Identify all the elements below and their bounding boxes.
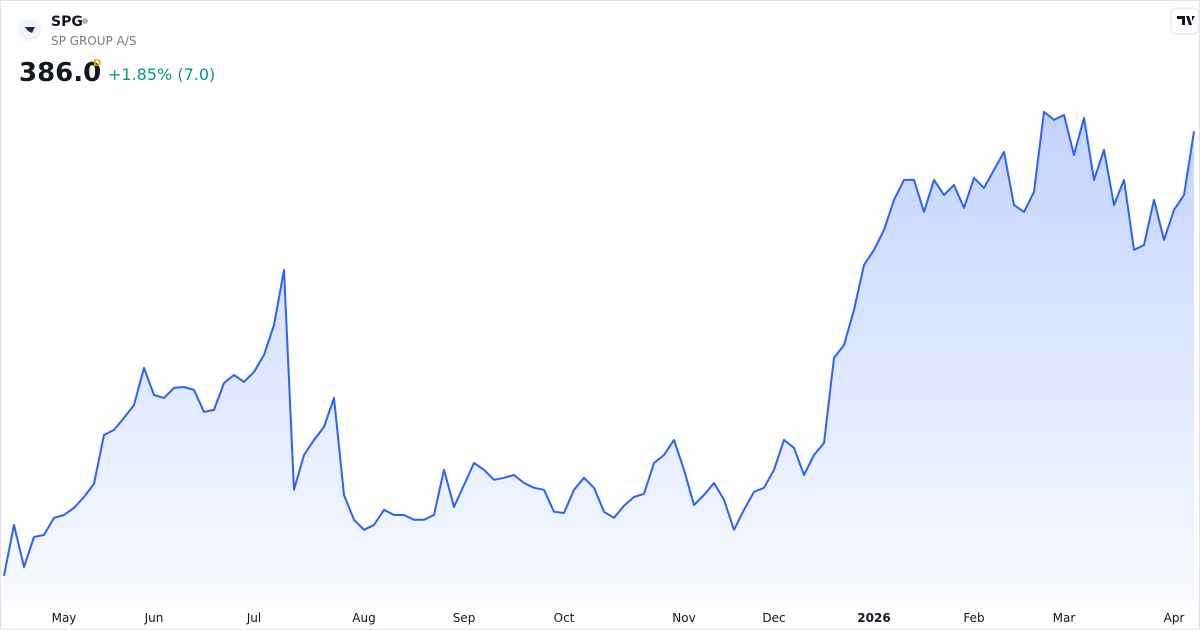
company-name: SP GROUP A/S	[51, 34, 136, 48]
x-tick-label: Feb	[963, 611, 984, 625]
x-tick-label: Sep	[453, 611, 476, 625]
x-tick-label: Jun	[144, 611, 164, 625]
status-dot	[82, 18, 88, 24]
change: +1.85% (7.0)	[108, 65, 215, 84]
x-tick-label: Aug	[352, 611, 375, 625]
tv-logo	[1177, 16, 1195, 25]
price-line	[3, 110, 1195, 576]
x-tick-label: Jul	[246, 611, 261, 625]
x-tick-label: Mar	[1053, 611, 1076, 625]
symbol: SPG	[51, 14, 83, 30]
price: 386.0	[19, 58, 101, 88]
x-tick-label: Apr	[1164, 611, 1185, 625]
logo-mark	[25, 27, 35, 33]
x-tick-label: Oct	[554, 611, 575, 625]
price-flag: D	[93, 58, 101, 69]
x-tick-label: Dec	[762, 611, 785, 625]
plot: May Jun Jul Aug Sep Oct Nov Dec 2026 Feb Mar Apr	[3, 110, 1195, 625]
x-tick-label: May	[52, 611, 77, 625]
area	[4, 111, 1194, 601]
x-tick-label: Nov	[672, 611, 695, 625]
x-tick-label: 2026	[857, 611, 890, 625]
